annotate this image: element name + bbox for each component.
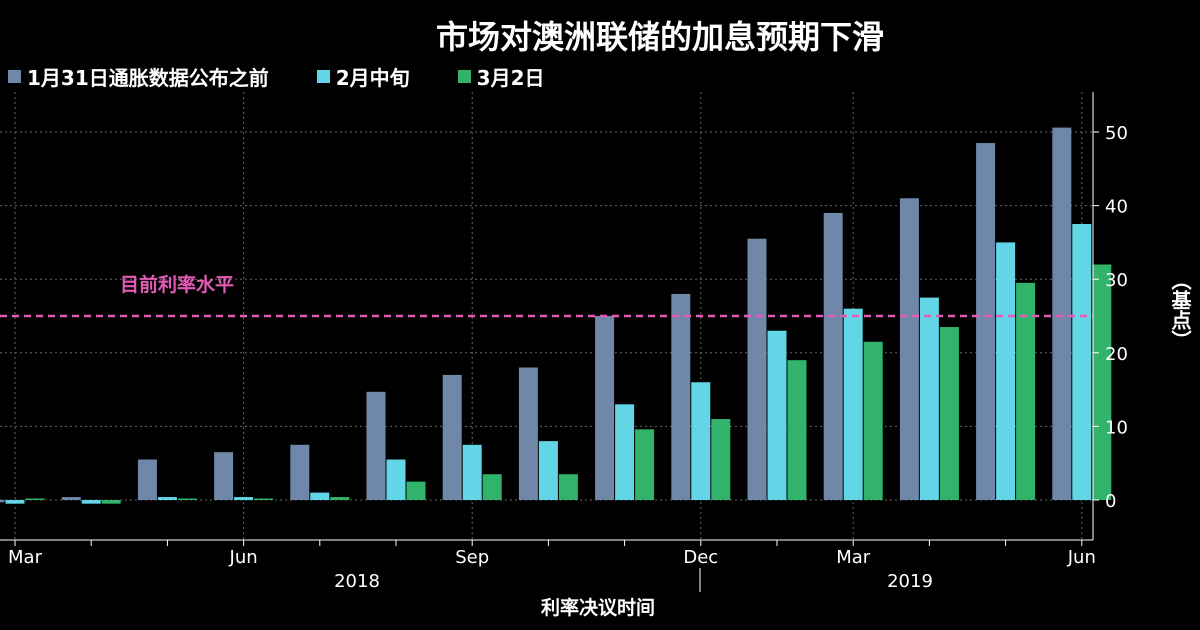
- legend: 1月31日通胀数据公布之前 2月中旬 3月2日: [8, 62, 545, 91]
- bar: [976, 143, 996, 501]
- bar: [0, 500, 5, 503]
- bar: [518, 367, 538, 500]
- bar: [5, 500, 25, 504]
- y-tick-label: 0: [1105, 491, 1116, 512]
- legend-swatch: [8, 70, 21, 83]
- bar: [899, 198, 919, 501]
- x-tick-label: Mar: [836, 547, 871, 568]
- chart-title: 市场对澳洲联储的加息预期下滑: [435, 18, 884, 56]
- bar: [310, 492, 330, 500]
- bar: [214, 452, 234, 500]
- bar: [25, 498, 45, 500]
- bar: [234, 497, 254, 500]
- x-tick-label: Jun: [1067, 547, 1096, 568]
- bar: [482, 474, 502, 500]
- bar: [177, 498, 197, 500]
- reference-line-label: 目前利率水平: [120, 273, 234, 296]
- legend-label: 1月31日通胀数据公布之前: [27, 66, 269, 90]
- x-tick-label: Mar: [8, 547, 43, 568]
- legend-swatch: [316, 70, 330, 83]
- bar: [406, 481, 426, 500]
- bar: [366, 391, 386, 500]
- bar: [787, 360, 807, 500]
- bar: [595, 316, 615, 500]
- bar: [767, 330, 787, 500]
- bar: [137, 459, 157, 500]
- bar: [1016, 282, 1036, 500]
- bar: [330, 497, 350, 500]
- y-tick-label: 30: [1105, 270, 1128, 291]
- bar: [61, 497, 81, 500]
- bar: [671, 293, 691, 500]
- bar: [919, 297, 939, 500]
- bar: [1092, 264, 1112, 500]
- bar: [254, 498, 274, 500]
- legend-label: 3月2日: [476, 66, 545, 90]
- bar: [101, 500, 121, 504]
- x-tick-label: Dec: [683, 547, 718, 568]
- legend-item-mar-2: 3月2日: [457, 62, 545, 91]
- bar: [823, 212, 843, 500]
- x-tick-label: Sep: [455, 547, 489, 568]
- bar: [691, 382, 711, 500]
- bar: [711, 419, 731, 500]
- y-axis-label: （基点）: [1168, 270, 1192, 350]
- bar: [1072, 224, 1092, 500]
- legend-swatch: [457, 70, 471, 83]
- bar: [558, 474, 578, 500]
- bar: [290, 444, 310, 500]
- year-label-2019: 2019: [887, 571, 933, 592]
- bar: [939, 327, 959, 500]
- x-axis-label: 利率决议时间: [541, 596, 655, 619]
- bar: [843, 308, 863, 500]
- bar: [157, 497, 177, 500]
- bar: [462, 444, 482, 500]
- bar: [81, 500, 101, 504]
- y-tick-label: 40: [1105, 197, 1128, 218]
- bar: [615, 404, 635, 500]
- y-tick-label: 50: [1105, 123, 1128, 144]
- y-tick-label: 10: [1105, 417, 1128, 438]
- legend-item-mid-feb: 2月中旬: [316, 62, 410, 91]
- bar: [386, 459, 406, 500]
- bar: [635, 429, 655, 500]
- x-tick-label: Jun: [229, 547, 258, 568]
- bar: [747, 238, 767, 500]
- bar: [863, 341, 883, 500]
- bar: [442, 374, 462, 500]
- bar: [1052, 127, 1072, 501]
- y-tick-label: 20: [1105, 344, 1128, 365]
- bar: [538, 441, 558, 500]
- year-label-2018: 2018: [334, 571, 380, 592]
- legend-item-before-cpi: 1月31日通胀数据公布之前: [8, 62, 269, 91]
- bar: [996, 242, 1016, 500]
- legend-label: 2月中旬: [335, 66, 410, 90]
